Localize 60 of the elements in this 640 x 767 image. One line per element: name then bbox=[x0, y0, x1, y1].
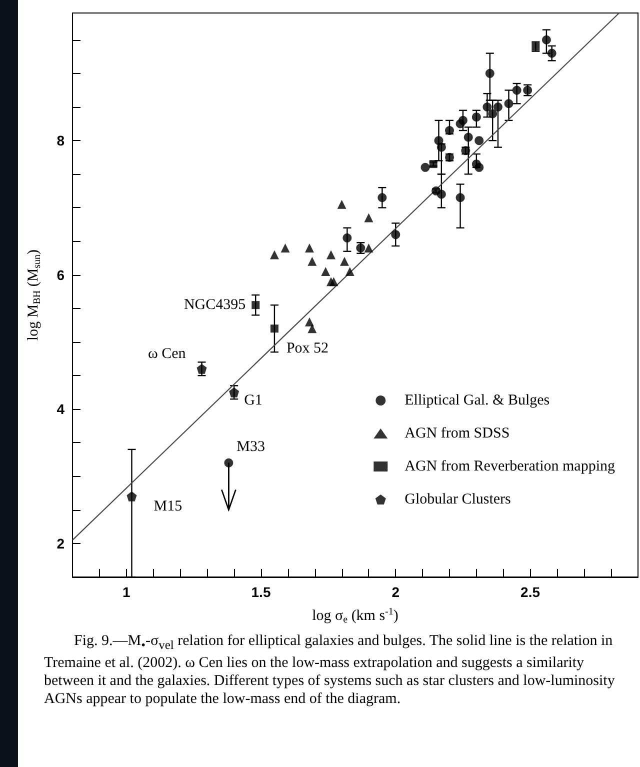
annotation: G1 bbox=[244, 392, 262, 408]
x-tick-label: 1.5 bbox=[251, 584, 271, 600]
point bbox=[329, 277, 338, 286]
x-tick-label: 1 bbox=[122, 584, 130, 600]
annotation: M15 bbox=[154, 498, 182, 514]
point bbox=[321, 267, 330, 276]
annotation: NGC4395 bbox=[184, 297, 246, 314]
point bbox=[432, 186, 441, 196]
point bbox=[482, 102, 492, 112]
point bbox=[308, 324, 317, 334]
caption: Fig. 9.—M$_{•}$-σ$_{vel}$ relation for elliptical galaxies and bulges. The solid line is the relation in Tremaine et al. (2002). ω Cen lies on the low-mass extrapolation and suggests a similarity between it and the galaxies. Different types of systems such as star clusters and low-luminosity AGNs appear to populate the low-mass end of the diagram. bbox=[44, 632, 616, 708]
point bbox=[340, 256, 349, 266]
point bbox=[229, 387, 240, 398]
point bbox=[270, 250, 279, 260]
point bbox=[252, 301, 260, 310]
point bbox=[458, 116, 468, 125]
x-tick-label: 2.5 bbox=[520, 584, 540, 600]
y-tick-label: 8 bbox=[56, 132, 65, 149]
legend-label: Elliptical Gal. & Bulges bbox=[404, 392, 550, 408]
point bbox=[436, 142, 446, 152]
point bbox=[196, 364, 207, 374]
point bbox=[464, 132, 473, 142]
y-tick-label: 4 bbox=[56, 401, 65, 418]
x-tick-label: 2 bbox=[392, 584, 400, 600]
point bbox=[342, 233, 352, 242]
point bbox=[391, 230, 400, 240]
annotation: ω Cen bbox=[148, 346, 186, 362]
annotation: Pox 52 bbox=[286, 340, 329, 357]
point bbox=[445, 126, 454, 135]
annotation: M33 bbox=[236, 438, 266, 455]
point bbox=[547, 48, 556, 58]
point bbox=[504, 99, 514, 108]
point bbox=[488, 109, 498, 118]
point bbox=[345, 267, 354, 276]
point bbox=[512, 86, 522, 95]
point bbox=[420, 162, 430, 172]
y-tick-label: 2 bbox=[56, 535, 65, 552]
point bbox=[364, 213, 374, 222]
point bbox=[270, 324, 278, 333]
point bbox=[304, 317, 314, 326]
point bbox=[326, 250, 336, 260]
point bbox=[493, 102, 502, 112]
legend-label: Globular Clusters bbox=[404, 492, 512, 508]
legend-label: AGN from SDSS bbox=[404, 426, 510, 442]
point bbox=[126, 491, 137, 502]
point bbox=[364, 244, 374, 252]
point bbox=[474, 162, 484, 172]
point bbox=[485, 68, 494, 78]
point bbox=[474, 136, 484, 146]
point bbox=[308, 256, 317, 266]
point bbox=[280, 244, 290, 252]
point bbox=[542, 35, 551, 44]
legend-label: AGN from Reverberation mapping bbox=[404, 458, 616, 474]
y-tick-label: 6 bbox=[56, 266, 65, 283]
point bbox=[304, 244, 314, 252]
point bbox=[337, 200, 346, 209]
point bbox=[456, 193, 465, 202]
point bbox=[378, 193, 387, 202]
point bbox=[472, 112, 481, 122]
y-axis-title: log MBH (Msun) bbox=[26, 249, 43, 341]
